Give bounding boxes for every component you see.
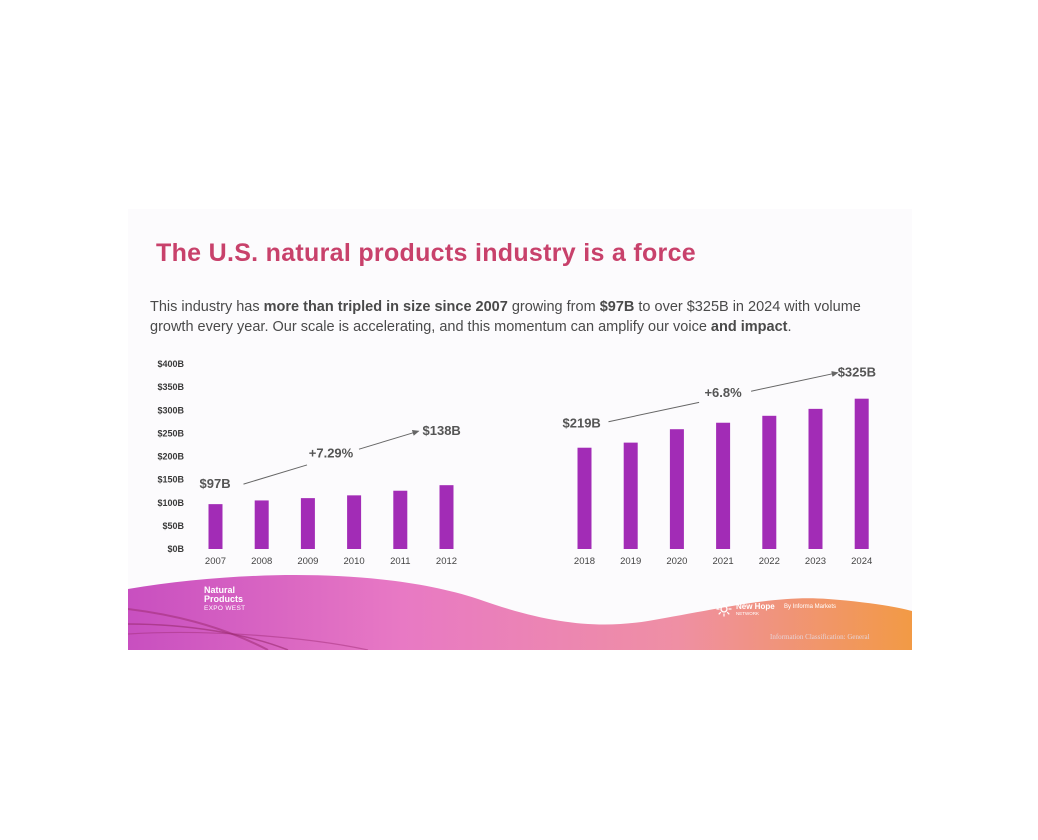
y-tick-label: $0B [167, 544, 184, 554]
slide-subtitle: This industry has more than tripled in s… [150, 299, 861, 335]
x-tick-label: 2022 [759, 556, 780, 567]
slide: The U.S. natural products industry is a … [128, 209, 912, 650]
trend-line [608, 401, 700, 423]
bar-2007 [208, 504, 223, 549]
natural-products-expo-logo: Natural Products EXPO WEST [204, 585, 246, 613]
x-tick-label: 2018 [574, 556, 595, 567]
end-value-label: $138B [423, 423, 461, 438]
start-value-label: $97B [200, 476, 231, 491]
x-tick-label: 2024 [851, 556, 872, 567]
x-tick-label: 2009 [297, 556, 318, 567]
x-tick-label: 2010 [344, 556, 365, 567]
y-tick-label: $350B [157, 382, 184, 392]
slide-title: The U.S. natural products industry is a … [156, 239, 696, 267]
bar-chart: $400B $350B $300B $250B $200B $150B $100B $50B $… [157, 359, 876, 567]
trend-line [243, 464, 308, 485]
y-tick-label: $50B [162, 521, 184, 531]
bar-2024 [854, 398, 869, 549]
y-tick-label: $300B [157, 405, 184, 415]
bar-2021 [716, 422, 731, 549]
x-tick-label: 2020 [666, 556, 687, 567]
bar-2012 [439, 485, 454, 549]
y-tick-label: $400B [157, 359, 184, 369]
x-tick-label: 2023 [805, 556, 826, 567]
y-tick-label: $250B [157, 428, 184, 438]
x-tick-label: 2021 [713, 556, 734, 567]
bar-2009 [300, 498, 315, 549]
trend-arrow [358, 430, 420, 450]
bar-2022 [762, 415, 777, 549]
x-tick-label: 2012 [436, 556, 457, 567]
bar-2008 [254, 500, 269, 549]
growth-rate-label: +6.8% [704, 385, 742, 400]
x-tick-label: 2008 [251, 556, 272, 567]
y-tick-label: $100B [157, 498, 184, 508]
y-tick-label: $150B [157, 475, 184, 485]
bar-2019 [623, 442, 638, 549]
trend-arrow [750, 371, 839, 392]
bar-2023 [808, 408, 823, 549]
bar-2020 [669, 429, 684, 549]
new-hope-sun-icon [716, 601, 732, 617]
start-value-label: $219B [563, 416, 601, 431]
footer-wave [128, 575, 912, 650]
x-tick-label: 2019 [620, 556, 641, 567]
growth-rate-label: +7.29% [309, 446, 354, 461]
new-hope-logo: New Hope NETWORK [716, 601, 775, 617]
end-value-label: $325B [838, 365, 876, 380]
x-tick-label: 2007 [205, 556, 226, 567]
bar-2018 [577, 447, 592, 549]
informa-markets-label: By Informa Markets [784, 604, 837, 610]
x-tick-label: 2011 [390, 556, 410, 567]
y-tick-label: $200B [157, 452, 184, 462]
classification-label: Information Classification: General [770, 633, 870, 641]
bar-2010 [347, 495, 362, 549]
bar-2011 [393, 490, 408, 549]
